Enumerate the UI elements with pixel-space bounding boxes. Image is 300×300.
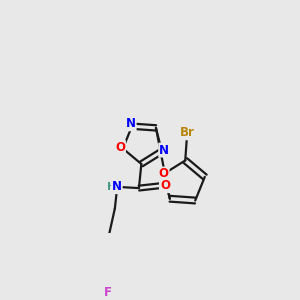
Text: O: O [160, 179, 170, 192]
Text: Br: Br [179, 126, 194, 139]
Text: N: N [112, 180, 122, 193]
Text: O: O [159, 167, 169, 181]
Text: H: H [106, 182, 116, 192]
Text: N: N [159, 143, 169, 157]
Text: N: N [126, 117, 136, 130]
Text: O: O [115, 141, 125, 154]
Text: F: F [103, 286, 112, 299]
